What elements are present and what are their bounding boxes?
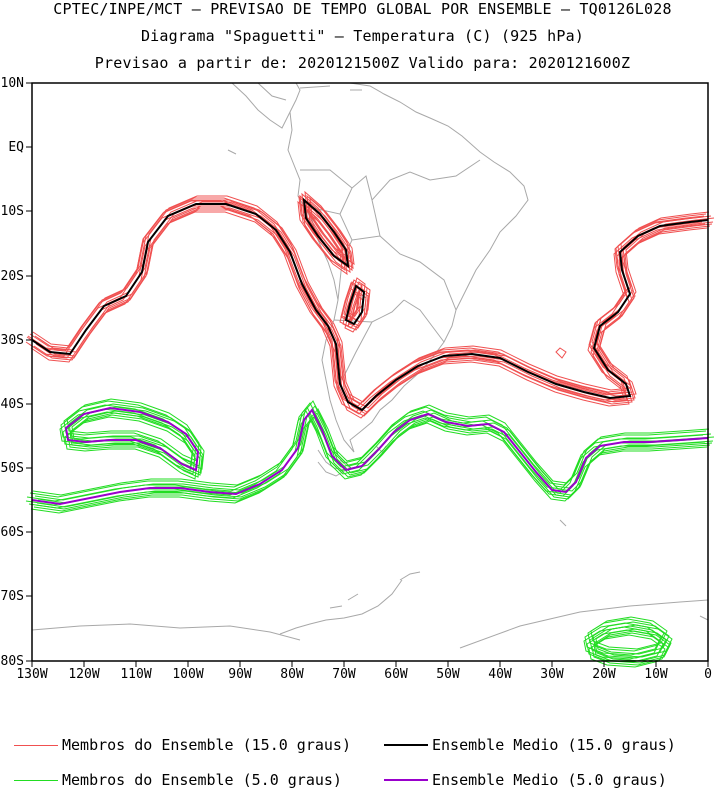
member-15c-blob-0-0 bbox=[555, 347, 567, 359]
ensemble-mean-5 bbox=[31, 406, 709, 506]
ensemble-members-5 bbox=[25, 398, 715, 668]
lat-label-50s: 50S bbox=[1, 461, 24, 476]
border-lines bbox=[300, 159, 481, 381]
ensemble-map: 10N EQ 10S 20S 30S 40S 50S 60S 70S 80S 1… bbox=[1, 76, 715, 682]
legend-label-mean-5: Ensemble Medio (5.0 graus) bbox=[432, 771, 667, 789]
lat-label-60s: 60S bbox=[1, 525, 24, 540]
lat-axis: 10N EQ 10S 20S 30S 40S 50S 60S 70S 80S bbox=[1, 76, 25, 669]
ensemble-members-15 bbox=[25, 190, 715, 419]
lon-axis: 130W 120W 110W 100W 90W 80W 70W 60W 50W … bbox=[16, 667, 712, 682]
lat-label-30s: 30S bbox=[1, 333, 24, 348]
lat-label-80s: 80S bbox=[1, 654, 24, 669]
title-line-1: CPTEC/INPE/MCT — PREVISAO DE TEMPO GLOBA… bbox=[53, 0, 672, 18]
lon-label-100w: 100W bbox=[172, 667, 203, 682]
member-5c-2-5 bbox=[591, 632, 669, 666]
lon-label-60w: 60W bbox=[384, 667, 408, 682]
legend-mean-15: Ensemble Medio (15.0 graus) bbox=[384, 736, 676, 754]
legend-label-members-15: Membros do Ensemble (15.0 graus) bbox=[62, 736, 351, 754]
legend-mean-5: Ensemble Medio (5.0 graus) bbox=[384, 771, 667, 789]
title-line-3: Previsao a partir de: 2020121500Z Valido… bbox=[94, 54, 631, 72]
member-15c-0-11 bbox=[35, 207, 713, 415]
member-5c-0-9 bbox=[32, 400, 710, 496]
ensemble-mean-15 bbox=[31, 197, 709, 412]
lon-label-70w: 70W bbox=[332, 667, 356, 682]
title-line-2: Diagrama "Spaguetti" — Temperatura (C) (… bbox=[140, 27, 585, 45]
legend-swatch-green bbox=[14, 779, 58, 781]
lon-label-90w: 90W bbox=[228, 667, 252, 682]
member-15c-1-5 bbox=[305, 204, 351, 274]
mean-5c-0-0 bbox=[31, 408, 709, 506]
lon-label-10w: 10W bbox=[644, 667, 668, 682]
mean-15c-0-0 bbox=[31, 203, 709, 412]
legend-swatch-red bbox=[14, 744, 58, 746]
lon-label-110w: 110W bbox=[120, 667, 151, 682]
member-5c-1-10 bbox=[64, 416, 198, 480]
lon-label-80w: 80W bbox=[280, 667, 304, 682]
lon-label-20w: 20W bbox=[592, 667, 616, 682]
member-5c-1-5 bbox=[67, 414, 201, 478]
member-15c-2-9 bbox=[346, 277, 366, 317]
map-frame bbox=[31, 82, 709, 662]
member-15c-0-0 bbox=[31, 203, 709, 411]
member-5c-1-6 bbox=[63, 400, 197, 464]
legend-swatch-black bbox=[384, 744, 428, 746]
lon-label-130w: 130W bbox=[16, 667, 47, 682]
legend-members-5: Membros do Ensemble (5.0 graus) bbox=[14, 771, 342, 789]
coastline-layer bbox=[31, 82, 709, 649]
member-5c-0-6 bbox=[29, 402, 707, 498]
lon-label-50w: 50W bbox=[436, 667, 460, 682]
member-15c-2-5 bbox=[347, 291, 367, 331]
member-5c-0-11 bbox=[35, 414, 713, 510]
lat-label-10s: 10S bbox=[1, 204, 24, 219]
lat-label-70s: 70S bbox=[1, 589, 24, 604]
member-15c-1-10 bbox=[302, 206, 348, 276]
member-15c-2-11 bbox=[349, 289, 369, 329]
antarctica-coast bbox=[31, 519, 709, 649]
member-15c-1-2 bbox=[300, 202, 346, 272]
central-america-coast bbox=[231, 82, 291, 129]
member-15c-1-6 bbox=[301, 192, 347, 262]
lon-label-0: 0 bbox=[704, 667, 712, 682]
member-5c-1-11 bbox=[69, 412, 203, 476]
member-15c-0-7 bbox=[37, 201, 715, 409]
member-15c-1-3 bbox=[308, 200, 354, 270]
member-5c-2-10 bbox=[588, 634, 666, 668]
member-5c-2-8 bbox=[583, 626, 661, 660]
member-15c-0-12 bbox=[27, 199, 705, 407]
mean-15c-2-0 bbox=[344, 284, 366, 326]
member-5c-2-11 bbox=[593, 630, 671, 664]
lon-label-40w: 40W bbox=[488, 667, 512, 682]
caribbean-islands bbox=[227, 85, 362, 155]
lat-label-20s: 20S bbox=[1, 269, 24, 284]
lon-label-30w: 30W bbox=[540, 667, 564, 682]
member-5c-0-3 bbox=[36, 412, 714, 508]
legend-members-15: Membros do Ensemble (15.0 graus) bbox=[14, 736, 351, 754]
lat-label-eq: EQ bbox=[8, 140, 24, 155]
lat-label-40s: 40S bbox=[1, 397, 24, 412]
member-15c-1-9 bbox=[304, 190, 350, 260]
legend-label-mean-15: Ensemble Medio (15.0 graus) bbox=[432, 736, 676, 754]
member-5c-1-3 bbox=[70, 410, 204, 474]
south-america-coast bbox=[287, 82, 529, 453]
legend-swatch-purple bbox=[384, 779, 428, 781]
member-5c-2-9 bbox=[590, 616, 668, 650]
lat-ticks bbox=[26, 82, 32, 662]
lon-ticks bbox=[31, 661, 709, 667]
legend-label-members-5: Membros do Ensemble (5.0 graus) bbox=[62, 771, 342, 789]
mean-15c-1-0 bbox=[302, 197, 350, 269]
mean-5c-1-0 bbox=[64, 406, 200, 472]
member-5c-0-10 bbox=[30, 418, 708, 514]
lat-label-10n: 10N bbox=[1, 76, 24, 91]
lon-label-120w: 120W bbox=[68, 667, 99, 682]
antarctic-peninsula bbox=[279, 571, 421, 635]
